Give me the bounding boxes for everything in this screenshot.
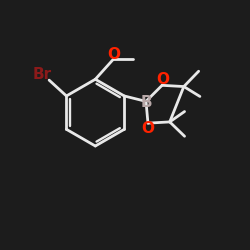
Text: O: O [107, 46, 120, 62]
Text: B: B [141, 95, 152, 110]
Text: Br: Br [32, 67, 51, 82]
Text: O: O [141, 121, 154, 136]
Text: O: O [156, 72, 169, 88]
